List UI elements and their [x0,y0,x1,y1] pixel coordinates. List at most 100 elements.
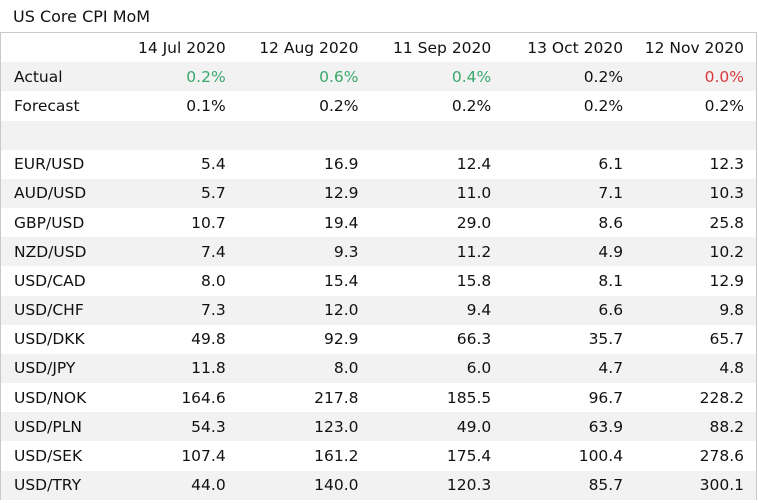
pair-value: 9.8 [623,295,756,325]
pair-value: 15.8 [456,271,492,290]
row-label: Actual [1,62,104,92]
header-date: 14 Jul 2020 [137,38,226,57]
pair-label: USD/CHF [1,295,104,325]
pair-row: USD/PLN 54.3 123.0 49.0 63.9 88.2 [1,412,756,442]
forecast-value: 0.2% [451,96,492,115]
pair-value: 9.4 [358,295,492,325]
pair-row: USD/JPY 11.8 8.0 6.0 4.7 4.8 [1,353,756,384]
actual-value: 0.4% [358,62,492,92]
pair-row: USD/SEK 107.4 161.2 175.4 100.4 278.6 [1,441,756,470]
pair-value: 140.0 [225,470,359,500]
pair-row: EUR/USD 5.4 16.9 12.4 6.1 12.3 [1,150,756,179]
pair-value: 16.9 [323,155,359,174]
pair-value: 63.9 [491,412,624,442]
pair-value: 100.4 [578,447,624,466]
pair-value: 6.1 [598,155,624,174]
pair-row: USD/TRY 44.0 140.0 120.3 85.7 300.1 [1,470,756,500]
pair-value: 85.7 [491,470,624,500]
pair-value: 12.9 [709,271,744,290]
header-row: 14 Jul 2020 12 Aug 2020 11 Sep 2020 13 O… [1,33,756,62]
forecast-row: Forecast 0.1% 0.2% 0.2% 0.2% 0.2% [1,91,756,120]
actual-row: Actual 0.2% 0.6% 0.4% 0.2% 0.0% [1,62,756,92]
pair-label: GBP/USD [14,213,85,232]
header-date: 12 Aug 2020 [259,38,359,57]
pair-value: 7.1 [491,178,624,208]
pair-value: 164.6 [181,388,226,407]
pair-value: 185.5 [446,388,492,407]
pair-value: 278.6 [699,447,744,466]
actual-value: 0.0% [623,62,756,92]
pair-value: 44.0 [103,470,226,500]
pair-value: 8.0 [225,353,359,384]
pair-value: 11.8 [103,353,226,384]
pair-value: 8.0 [201,271,226,290]
pair-value: 12.0 [225,295,359,325]
actual-value: 0.6% [225,62,359,92]
row-label: Forecast [14,96,80,115]
pair-label: USD/TRY [1,470,104,500]
pair-value: 300.1 [623,470,756,500]
forecast-value: 0.2% [704,96,744,115]
pair-value: 228.2 [699,388,744,407]
pair-value: 15.4 [323,271,359,290]
cpi-table: 14 Jul 2020 12 Aug 2020 11 Sep 2020 13 O… [0,32,757,500]
pair-value: 5.4 [201,155,226,174]
pair-label: AUD/USD [1,178,104,208]
pair-label: USD/SEK [14,447,83,466]
pair-value: 107.4 [181,447,226,466]
pair-value: 7.4 [103,237,226,267]
forecast-value: 0.2% [583,96,624,115]
pair-value: 49.0 [358,412,492,442]
pair-value: 19.4 [323,213,359,232]
pair-value: 88.2 [623,412,756,442]
header-blank [1,33,104,62]
pair-label: USD/DKK [14,330,85,349]
pair-row: USD/NOK 164.6 217.8 185.5 96.7 228.2 [1,383,756,412]
forecast-value: 0.2% [319,96,359,115]
pair-label: USD/CAD [14,271,86,290]
spacer-cell [1,120,756,150]
pair-value: 217.8 [314,388,359,407]
pair-value: 6.0 [358,353,492,384]
pair-value: 10.2 [623,237,756,267]
forecast-value: 0.1% [186,96,226,115]
pair-label: USD/PLN [1,412,104,442]
pair-label: NZD/USD [1,237,104,267]
pair-value: 8.6 [598,213,624,232]
pair-value: 65.7 [709,330,744,349]
pair-row: AUD/USD 5.7 12.9 11.0 7.1 10.3 [1,178,756,208]
pair-value: 10.3 [623,178,756,208]
actual-value: 0.2% [491,62,624,92]
pair-value: 12.9 [225,178,359,208]
pair-value: 25.8 [709,213,744,232]
pair-row: USD/CAD 8.0 15.4 15.8 8.1 12.9 [1,266,756,295]
pair-value: 12.4 [456,155,492,174]
pair-value: 10.7 [191,213,226,232]
pair-label: EUR/USD [14,155,85,174]
pair-value: 66.3 [456,330,492,349]
pair-row: USD/DKK 49.8 92.9 66.3 35.7 65.7 [1,325,756,354]
header-date: 11 Sep 2020 [393,38,492,57]
header-date: 13 Oct 2020 [527,38,624,57]
pair-value: 35.7 [588,330,624,349]
pair-value: 92.9 [323,330,359,349]
pair-value: 161.2 [314,447,359,466]
pair-row: NZD/USD 7.4 9.3 11.2 4.9 10.2 [1,237,756,267]
pair-value: 7.3 [103,295,226,325]
pair-label: USD/JPY [1,353,104,384]
data-table: 14 Jul 2020 12 Aug 2020 11 Sep 2020 13 O… [1,33,756,500]
pair-row: USD/CHF 7.3 12.0 9.4 6.6 9.8 [1,295,756,325]
pair-value: 5.7 [103,178,226,208]
actual-value: 0.2% [103,62,226,92]
pair-label: USD/NOK [14,388,87,407]
pair-value: 4.8 [623,353,756,384]
pair-value: 175.4 [446,447,492,466]
pair-value: 120.3 [358,470,492,500]
pair-value: 123.0 [225,412,359,442]
pair-value: 9.3 [225,237,359,267]
header-date: 12 Nov 2020 [644,38,744,57]
table-title: US Core CPI MoM [13,7,151,26]
pair-value: 11.2 [358,237,492,267]
spacer-row [1,120,756,150]
pair-value: 29.0 [456,213,492,232]
